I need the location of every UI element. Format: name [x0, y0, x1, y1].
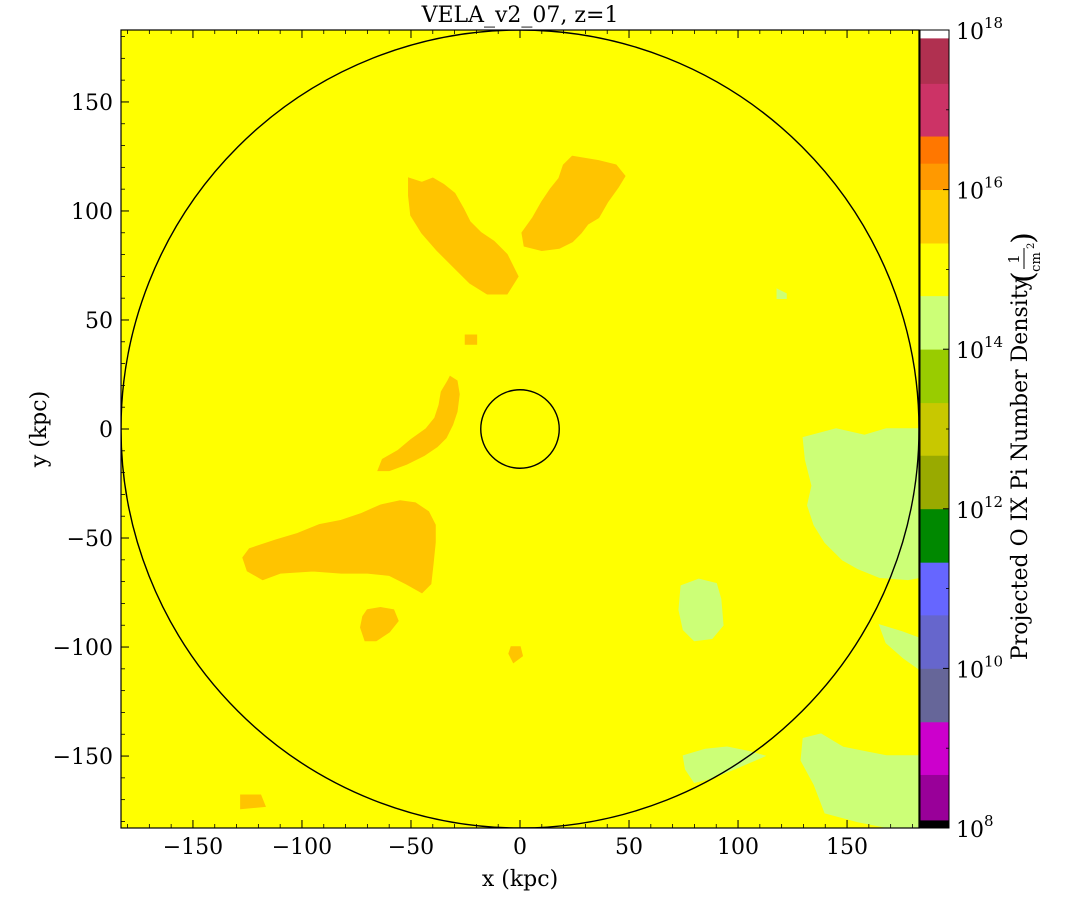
colorbar-unit-exponent: 2: [1026, 243, 1037, 249]
density-region-right-blob-mid: [678, 578, 724, 642]
colorbar-tick-label: 1018: [956, 14, 1003, 45]
colorbar-bin: [920, 402, 949, 456]
x-tick-label: 50: [615, 835, 643, 860]
colorbar-label: Projected O IX Pi Number Density 1 cm 2 …: [1005, 232, 1044, 660]
colorbar-tick-label: 108: [956, 812, 994, 843]
colorbar-label-text: Projected O IX Pi Number Density: [1008, 277, 1033, 660]
density-region-right-band: [802, 428, 919, 581]
x-axis-label: x (kpc): [482, 867, 558, 892]
density-region-bottom-left-patch: [240, 794, 266, 810]
density-region-right-edge-lower: [878, 624, 919, 670]
colorbar-bin: [920, 774, 949, 821]
x-tick-label: 100: [717, 835, 759, 860]
density-region-upper-arm-right: [521, 155, 626, 251]
y-axis-label: y (kpc): [27, 391, 52, 468]
y-tick-label: −150: [53, 745, 113, 770]
density-region-left-blob-large: [242, 500, 436, 594]
y-tick-label: 50: [85, 309, 113, 334]
colorbar-bin: [920, 136, 949, 164]
colorbar-bin: [920, 163, 949, 190]
plot-area: [121, 30, 919, 828]
y-tick-label: −100: [53, 636, 113, 661]
x-tick-label: 0: [513, 835, 527, 860]
colorbar-tick-label: 1014: [956, 333, 1003, 364]
chart-title: VELA_v2_07, z=1: [421, 3, 619, 28]
y-tick-label: 0: [99, 418, 113, 443]
colorbar-tick-label: 1012: [956, 493, 1003, 524]
density-background: [121, 30, 919, 828]
density-region-bottom-right-patch: [800, 733, 919, 828]
colorbar-bin: [920, 83, 949, 137]
colorbar-unit-numerator: 1: [1005, 254, 1023, 264]
reference-circles: [121, 30, 919, 828]
density-region-speck-lower: [508, 646, 524, 664]
colorbar-bin: [920, 721, 949, 775]
x-tick-label: 150: [826, 835, 868, 860]
density-region-top-speck: [464, 334, 478, 345]
x-axis-ticks: −150 −100 −50 0 50 100 150: [127, 30, 913, 860]
y-tick-label: 100: [71, 200, 113, 225]
colorbar-unit-right-paren: ): [1006, 232, 1041, 244]
colorbar-bin: [920, 30, 949, 39]
density-region-bottom-middle-strip: [682, 746, 767, 784]
colorbar-tick-label: 1010: [956, 652, 1003, 683]
x-tick-label: −150: [163, 835, 223, 860]
colorbar-bin: [920, 243, 949, 297]
colorbar-ticks: 108 1010 1012 1014 1016 1018: [943, 14, 1003, 843]
x-tick-label: −100: [272, 835, 332, 860]
colorbar-bin: [920, 295, 949, 350]
colorbar-bin: [920, 614, 949, 669]
density-region-top-right-dot: [776, 288, 787, 299]
colorbar-bin: [920, 508, 949, 563]
colorbar-bin: [920, 562, 949, 616]
colorbar-bin: [920, 455, 949, 510]
inner-radius-circle: [480, 389, 560, 469]
y-axis-ticks: −150 −100 −50 0 50 100 150: [53, 36, 129, 822]
colorbar-unit-denominator: cm: [1029, 252, 1044, 272]
colorbar-bin: [920, 37, 949, 84]
density-regions: [240, 155, 919, 828]
y-tick-label: −50: [67, 527, 113, 552]
colorbar-bin: [920, 668, 949, 723]
colorbar-tick-label: 1016: [956, 174, 1003, 205]
colorbar-unit-left-paren: (: [1006, 271, 1041, 283]
y-tick-label: 150: [71, 91, 113, 116]
density-region-left-streak-upper: [377, 375, 460, 472]
colorbar: [920, 30, 949, 829]
density-region-upper-arm-left: [408, 177, 519, 295]
colorbar-bin: [920, 349, 949, 404]
x-tick-label: −50: [388, 835, 434, 860]
colorbar-bin: [920, 189, 949, 244]
density-region-left-blob-small: [360, 607, 399, 642]
colorbar-bin: [920, 820, 949, 829]
